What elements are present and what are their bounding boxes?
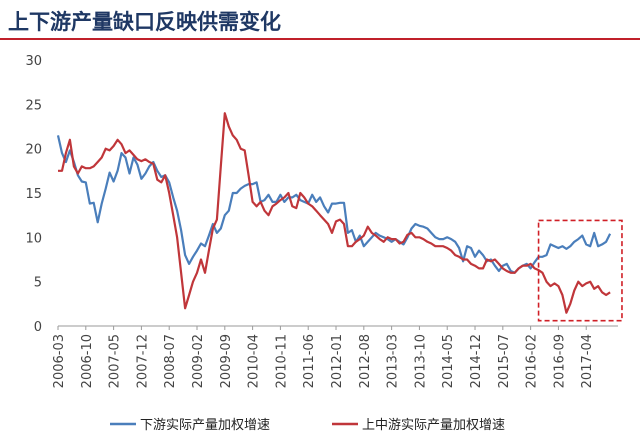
x-tick-label: 2016-02 <box>525 334 540 388</box>
y-tick-label: 5 <box>34 276 42 291</box>
x-tick-label: 2016-09 <box>552 334 567 388</box>
x-tick-label: 2007-05 <box>108 334 123 388</box>
y-tick-label: 0 <box>34 320 42 335</box>
x-tick-label: 2006-10 <box>80 334 95 388</box>
x-tick-label: 2010-04 <box>247 334 262 388</box>
x-tick-label: 2014-05 <box>441 334 456 388</box>
x-tick-label: 2013-03 <box>386 334 401 388</box>
legend: 下游实际产量加权增速 上中游实际产量加权增速 <box>110 417 505 433</box>
x-tick-label: 2006-03 <box>52 334 67 388</box>
x-tick-label: 2009-02 <box>191 334 206 388</box>
series-line-upstream <box>58 112 611 314</box>
x-axis: 2006-03 2006-10 2007-05 2007-12 2008-07 2009-… <box>52 325 618 388</box>
x-tick-label: 2013-10 <box>413 334 428 388</box>
x-tick-label: 2011-06 <box>302 334 317 388</box>
chart-title: 上下游产量缺口反映供需变化 <box>8 10 281 34</box>
x-tick-label: 2010-11 <box>274 334 289 388</box>
x-tick-label: 2015-07 <box>497 334 512 388</box>
x-tick-label: 2007-12 <box>135 334 150 388</box>
highlight-box-rect <box>537 219 623 322</box>
series-line-downstream <box>56 135 612 274</box>
x-tick-label: 2017-04 <box>580 334 595 388</box>
x-tick-label: 2008-07 <box>163 334 178 388</box>
y-tick-label: 30 <box>25 54 42 69</box>
y-tick-label: 25 <box>25 98 42 113</box>
legend-label: 上中游实际产量加权增速 <box>362 417 505 433</box>
y-tick-label: 20 <box>25 143 42 158</box>
y-tick-label: 15 <box>25 187 42 202</box>
x-tick-label: 2012-08 <box>358 334 373 388</box>
title-divider <box>0 38 640 40</box>
highlight-box <box>537 219 623 322</box>
y-tick-label: 10 <box>25 231 42 246</box>
series-lines <box>56 112 612 314</box>
x-tick-label: 2012-01 <box>330 334 345 388</box>
x-tick-label: 2014-12 <box>469 334 484 388</box>
x-tick-label: 2009-09 <box>219 334 234 388</box>
legend-label: 下游实际产量加权增速 <box>140 417 270 433</box>
y-axis: 0 5 10 15 20 25 30 <box>25 54 42 335</box>
